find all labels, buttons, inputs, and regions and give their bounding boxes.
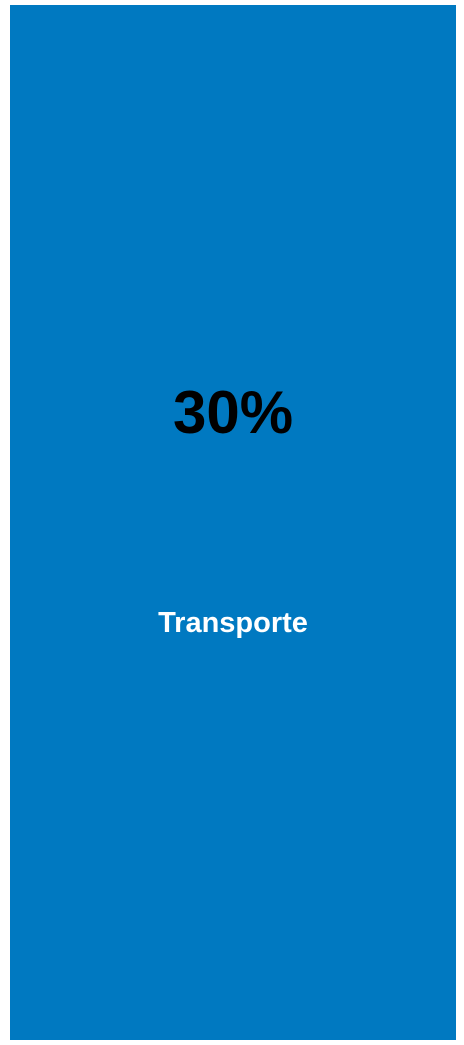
category-card: 30% Transporte bbox=[10, 5, 456, 1040]
card-value: 30% bbox=[172, 379, 294, 446]
card-label: Transporte bbox=[158, 607, 308, 639]
